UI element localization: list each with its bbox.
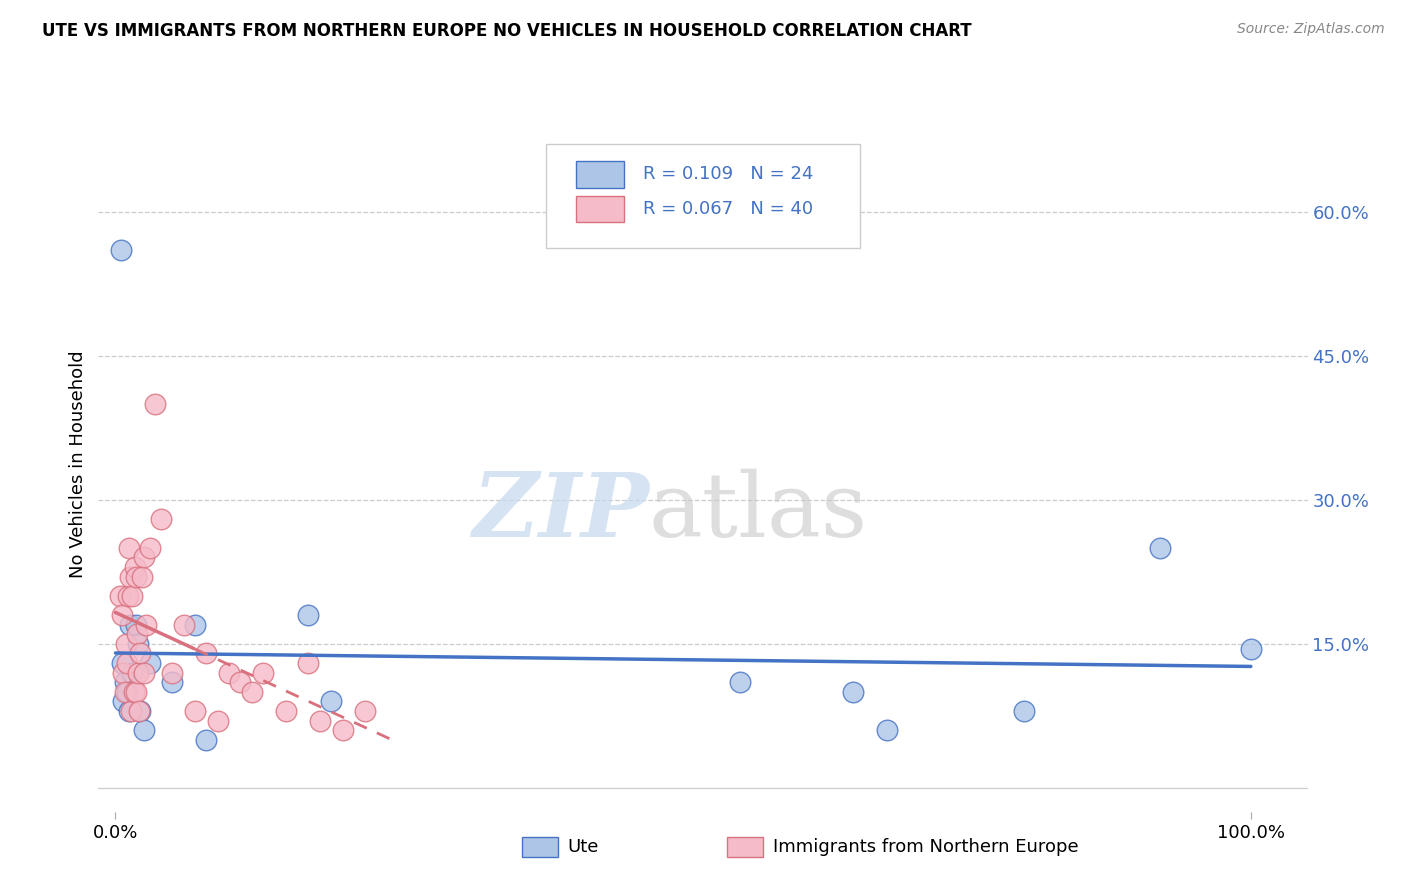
Point (842, 685, 865, 699)
Y-axis label: No Vehicles in Household: No Vehicles in Household (69, 350, 87, 578)
Point (117, 589, 139, 603)
Point (125, 685, 148, 699)
Point (149, 512, 172, 526)
Text: R = 0.109   N = 24: R = 0.109 N = 24 (643, 165, 813, 184)
Point (120, 569, 142, 583)
Point (138, 656, 160, 670)
Point (111, 607, 134, 622)
Point (128, 704, 150, 718)
Point (876, 723, 898, 738)
Point (111, 656, 134, 670)
Point (127, 637, 149, 651)
Point (160, 665, 183, 680)
Point (184, 617, 207, 632)
Point (173, 617, 195, 632)
Point (354, 704, 377, 718)
Point (132, 550, 155, 565)
Point (135, 617, 157, 632)
Point (114, 685, 136, 699)
Point (118, 541, 141, 555)
Point (114, 637, 136, 651)
Point (728, 675, 751, 690)
Point (129, 704, 152, 718)
Point (297, 607, 319, 622)
Point (274, 704, 297, 718)
Point (1012, 704, 1035, 718)
Text: R = 0.067   N = 40: R = 0.067 N = 40 (643, 200, 813, 219)
Point (207, 714, 229, 728)
Text: UTE VS IMMIGRANTS FROM NORTHERN EUROPE NO VEHICLES IN HOUSEHOLD CORRELATION CHAR: UTE VS IMMIGRANTS FROM NORTHERN EUROPE N… (42, 22, 972, 40)
Point (115, 656, 138, 670)
Point (1240, 641, 1263, 656)
Point (125, 569, 148, 583)
Point (120, 704, 142, 718)
Point (132, 665, 155, 680)
Point (131, 569, 153, 583)
Point (118, 704, 141, 718)
Point (138, 541, 160, 555)
Point (112, 665, 135, 680)
Point (108, 589, 131, 603)
Point (125, 627, 148, 641)
Point (1149, 541, 1171, 555)
Point (308, 714, 330, 728)
Point (143, 397, 166, 411)
Point (297, 656, 319, 670)
Point (132, 723, 155, 738)
Text: Ute: Ute (568, 838, 599, 856)
Point (115, 685, 138, 699)
Point (121, 665, 143, 680)
Point (114, 675, 136, 690)
Point (124, 560, 146, 574)
Point (110, 244, 132, 258)
Point (332, 723, 354, 738)
Point (218, 665, 240, 680)
FancyBboxPatch shape (522, 838, 558, 857)
Point (127, 665, 149, 680)
Point (120, 617, 142, 632)
Point (321, 694, 343, 708)
Point (112, 694, 135, 708)
FancyBboxPatch shape (576, 196, 624, 222)
Text: Immigrants from Northern Europe: Immigrants from Northern Europe (773, 838, 1078, 856)
Point (195, 646, 218, 660)
Point (160, 675, 183, 690)
FancyBboxPatch shape (546, 144, 860, 248)
Text: Source: ZipAtlas.com: Source: ZipAtlas.com (1237, 22, 1385, 37)
FancyBboxPatch shape (727, 838, 763, 857)
Point (121, 589, 143, 603)
Text: atlas: atlas (648, 469, 868, 557)
Point (240, 685, 263, 699)
Point (252, 665, 274, 680)
Point (195, 732, 218, 747)
Text: ZIP: ZIP (472, 469, 648, 556)
Point (125, 617, 148, 632)
Point (129, 646, 152, 660)
Point (229, 675, 252, 690)
Point (122, 685, 145, 699)
FancyBboxPatch shape (576, 161, 624, 187)
Point (184, 704, 207, 718)
